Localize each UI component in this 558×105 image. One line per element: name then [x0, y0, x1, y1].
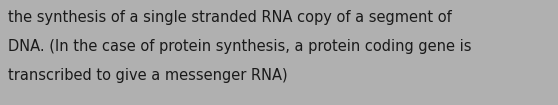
Text: the synthesis of a single stranded RNA copy of a segment of: the synthesis of a single stranded RNA c…: [8, 10, 452, 25]
Text: transcribed to give a messenger RNA): transcribed to give a messenger RNA): [8, 68, 287, 83]
Text: DNA. (In the case of protein synthesis, a protein coding gene is: DNA. (In the case of protein synthesis, …: [8, 39, 472, 54]
